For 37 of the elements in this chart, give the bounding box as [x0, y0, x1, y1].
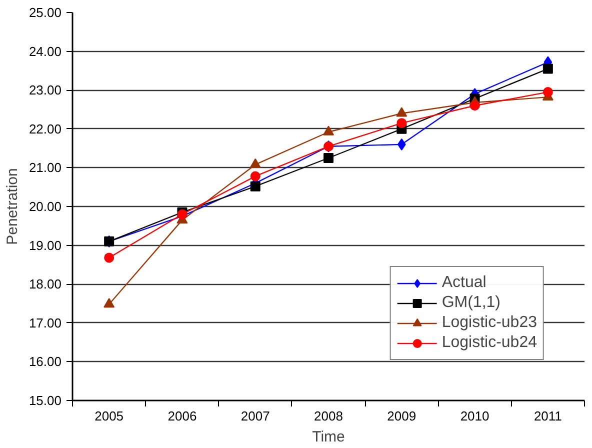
x-tick-label: 2005 — [94, 408, 124, 424]
point — [324, 153, 334, 163]
y-axis-title: Penetration — [4, 168, 21, 245]
point — [542, 87, 553, 98]
point — [250, 171, 260, 182]
x-axis-title: Time — [312, 428, 345, 446]
legend-label: Actual — [442, 274, 486, 292]
legend-label: GM(1,1) — [442, 294, 500, 312]
x-tick-label: 2009 — [387, 408, 416, 424]
point — [397, 138, 406, 150]
point — [542, 64, 553, 74]
point — [250, 181, 260, 192]
point — [470, 100, 480, 111]
point — [396, 118, 407, 128]
point — [396, 107, 408, 117]
y-tick-label: 23.00 — [28, 82, 62, 98]
y-tick-label: 17.00 — [28, 315, 62, 330]
y-tick-label: 20.00 — [28, 199, 62, 214]
y-tick-label: 21.00 — [28, 160, 62, 176]
x-tick-label: 2008 — [314, 408, 343, 424]
x-tick-label: 2006 — [168, 408, 197, 424]
point — [250, 158, 261, 168]
y-tick-label: 24.00 — [28, 44, 62, 59]
point — [104, 298, 115, 308]
y-tick-label: 15.00 — [28, 393, 62, 408]
legend-label: Logistic-ub23 — [442, 314, 537, 332]
point — [323, 126, 334, 136]
y-tick-label: 25.00 — [28, 5, 62, 20]
point — [104, 252, 114, 263]
y-tick-label: 22.00 — [28, 121, 62, 136]
legend-label: Logistic-ub24 — [442, 334, 537, 352]
x-tick-label: 2011 — [534, 408, 562, 424]
y-tick-label: 16.00 — [28, 354, 62, 370]
y-tick-label: 18.00 — [28, 276, 62, 292]
x-tick-label: 2010 — [460, 408, 490, 424]
x-tick-label: 2007 — [240, 408, 270, 424]
y-tick-label: 19.00 — [28, 238, 62, 253]
